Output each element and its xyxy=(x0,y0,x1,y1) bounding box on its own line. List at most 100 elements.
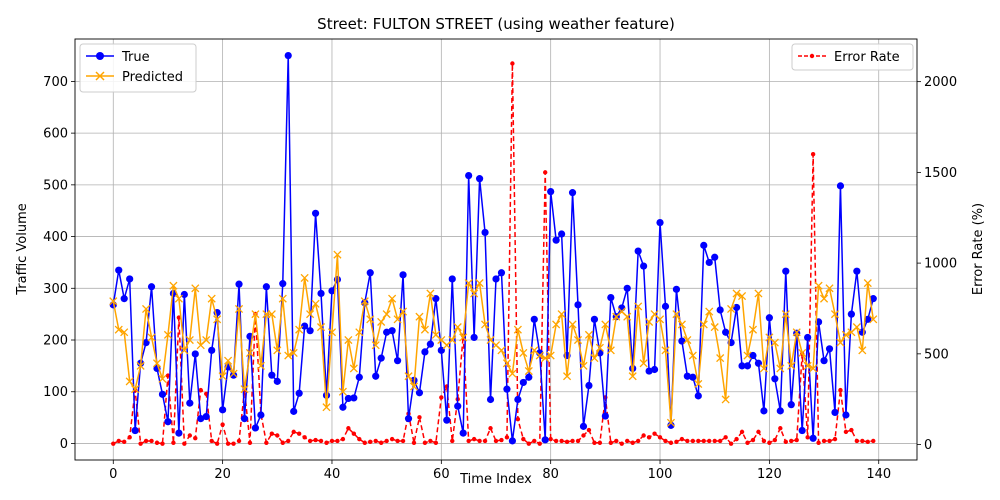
point-predicted xyxy=(732,289,741,298)
y-tick-label: 500 xyxy=(43,178,68,193)
point-predicted xyxy=(240,385,249,394)
point-true xyxy=(623,284,631,292)
x-axis-label: Time Index xyxy=(459,472,532,487)
point-true xyxy=(235,280,243,288)
point-true xyxy=(295,389,303,397)
point-error-rate xyxy=(422,440,428,445)
point-true xyxy=(229,371,238,379)
point-predicted xyxy=(344,335,353,345)
point-true xyxy=(831,408,839,417)
point-true xyxy=(760,407,768,415)
point-predicted xyxy=(409,382,419,391)
point-predicted xyxy=(284,351,293,360)
y-tick-label: 400 xyxy=(43,230,68,245)
point-error-rate xyxy=(160,441,165,446)
point-predicted xyxy=(563,372,572,381)
point-true xyxy=(344,394,352,403)
point-error-rate xyxy=(521,436,526,442)
point-predicted xyxy=(147,333,156,342)
point-predicted xyxy=(787,361,796,370)
point-true xyxy=(640,262,648,270)
point-predicted xyxy=(661,346,670,355)
point-true xyxy=(322,391,331,399)
point-predicted xyxy=(858,346,867,355)
y-axis-right: 0 500 1000 1500 2000 xyxy=(917,75,957,453)
point-true xyxy=(219,406,227,414)
point-true xyxy=(290,407,298,415)
point-predicted xyxy=(557,310,566,319)
point-predicted xyxy=(333,250,342,259)
point-predicted xyxy=(393,315,402,324)
point-predicted xyxy=(863,279,872,288)
point-error-rate xyxy=(668,440,674,445)
point-true xyxy=(864,315,872,323)
point-predicted xyxy=(295,325,304,334)
point-predicted xyxy=(727,304,736,314)
point-predicted xyxy=(448,335,457,345)
point-error-rate xyxy=(116,438,121,444)
point-true xyxy=(541,436,549,444)
point-error-rate xyxy=(827,438,832,444)
point-error-rate xyxy=(761,438,767,444)
point-error-rate xyxy=(165,373,171,378)
point-predicted xyxy=(573,335,583,345)
point-predicted xyxy=(163,330,173,339)
point-predicted xyxy=(415,312,424,321)
point-error-rate xyxy=(564,439,570,445)
point-predicted xyxy=(229,369,238,378)
point-predicted xyxy=(470,289,479,298)
point-predicted xyxy=(191,284,200,293)
point-true xyxy=(372,372,380,380)
point-error-rate xyxy=(264,440,269,445)
point-error-rate xyxy=(176,315,182,320)
point-true xyxy=(705,258,713,267)
point-true xyxy=(683,372,691,380)
point-error-rate xyxy=(307,438,313,444)
x-tick-label: 20 xyxy=(214,467,231,482)
point-error-rate xyxy=(586,427,592,433)
point-error-rate xyxy=(433,440,439,445)
point-true xyxy=(131,426,139,435)
point-error-rate xyxy=(657,435,663,440)
point-true xyxy=(765,314,773,322)
point-true xyxy=(508,437,517,445)
y-tick-label: 600 xyxy=(43,127,68,142)
point-predicted xyxy=(338,387,347,396)
point-error-rate xyxy=(193,436,198,441)
point-true xyxy=(366,269,374,277)
point-true xyxy=(383,328,391,336)
point-true xyxy=(525,373,533,381)
point-true xyxy=(530,315,538,323)
point-error-rate xyxy=(630,440,635,445)
point-predicted xyxy=(497,346,506,355)
x-tick-label: 100 xyxy=(648,467,673,482)
point-error-rate xyxy=(417,415,422,420)
point-predicted xyxy=(541,354,550,363)
point-true xyxy=(853,267,861,275)
point-predicted xyxy=(306,310,315,319)
point-true xyxy=(711,253,719,261)
point-true xyxy=(497,269,506,277)
point-error-rate xyxy=(778,426,783,431)
x-tick-label: 140 xyxy=(866,467,891,482)
point-error-rate xyxy=(368,439,373,445)
point-error-rate xyxy=(482,438,488,444)
point-true xyxy=(743,362,752,370)
point-true xyxy=(782,267,790,275)
point-error-rate xyxy=(373,438,378,444)
series-error-rate xyxy=(111,61,876,446)
point-predicted xyxy=(355,328,364,337)
point-error-rate xyxy=(209,438,214,444)
point-true xyxy=(426,340,434,348)
point-error-rate xyxy=(635,438,641,444)
point-true xyxy=(197,415,205,423)
point-predicted xyxy=(322,403,331,412)
point-true xyxy=(147,283,156,291)
point-predicted xyxy=(836,338,845,347)
point-true xyxy=(568,189,577,197)
point-error-rate xyxy=(357,436,362,442)
point-error-rate xyxy=(340,436,346,442)
point-true xyxy=(519,378,527,387)
point-error-rate xyxy=(543,170,548,175)
point-error-rate xyxy=(493,438,499,444)
